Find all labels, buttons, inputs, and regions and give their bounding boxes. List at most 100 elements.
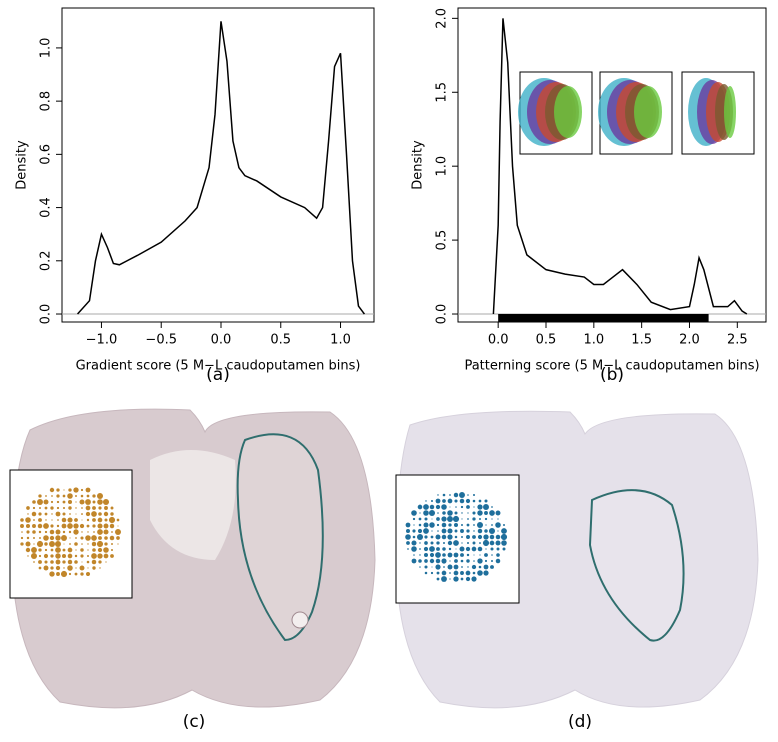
- inset-dot: [461, 518, 463, 520]
- inset-dot: [56, 488, 60, 492]
- x-tick-label: 0.5: [536, 333, 557, 348]
- x-tick-label: 0.5: [270, 333, 291, 348]
- inset-dot: [79, 523, 85, 529]
- inset-dot: [441, 558, 447, 564]
- inset-dot: [116, 518, 120, 522]
- inset-dot: [27, 513, 29, 515]
- inset-dot: [85, 571, 91, 577]
- inset-dot: [477, 534, 483, 540]
- inset-dot: [466, 535, 470, 539]
- inset-dot: [473, 554, 475, 556]
- inset-dot: [435, 534, 441, 540]
- inset-dot: [454, 535, 458, 539]
- inset-dot: [477, 510, 483, 516]
- inset-dot: [441, 522, 447, 528]
- inset-dot: [50, 548, 54, 552]
- inset-dot: [477, 558, 483, 564]
- x-tick-label: 0.0: [488, 333, 509, 348]
- inset-dot: [61, 535, 67, 541]
- inset-dot: [447, 552, 453, 558]
- inset-dot: [50, 560, 54, 564]
- inset-dot: [465, 576, 471, 582]
- inset-dot: [75, 501, 77, 503]
- inset-dot: [105, 561, 107, 563]
- inset-dot: [55, 529, 61, 535]
- inset-dot: [417, 504, 423, 510]
- inset-dot: [62, 560, 66, 564]
- inset-dot: [449, 494, 451, 496]
- inset-dot: [67, 559, 73, 565]
- inset-dot: [73, 523, 79, 529]
- inset-dot: [31, 547, 37, 553]
- inset-dot: [454, 499, 458, 503]
- inset-dot: [447, 534, 453, 540]
- x-tick-label: 0.0: [211, 333, 232, 348]
- inset-dot: [49, 541, 55, 547]
- inset-dot: [449, 578, 451, 580]
- inset-dot: [68, 488, 72, 492]
- inset-dot: [436, 577, 440, 581]
- inset-dot: [68, 506, 72, 510]
- inset-dot: [50, 500, 54, 504]
- inset-dot: [429, 504, 435, 510]
- inset-dot: [472, 571, 476, 575]
- inset-dot: [453, 576, 459, 582]
- y-tick-label: 0.5: [435, 230, 450, 251]
- inset-dot: [435, 564, 441, 570]
- inset-dot: [20, 536, 24, 540]
- inset-dot: [102, 498, 110, 506]
- inset-dot: [447, 516, 453, 522]
- inset-dot: [429, 558, 435, 564]
- inset-dot: [430, 499, 434, 503]
- inset-dot: [419, 566, 421, 568]
- inset-dot: [488, 527, 496, 535]
- inset-dot: [51, 495, 53, 497]
- inset-dot: [452, 515, 460, 523]
- inset-dot: [417, 528, 423, 534]
- inset-dot: [67, 565, 73, 571]
- inset-dot: [430, 535, 434, 539]
- inset-dot: [491, 506, 493, 508]
- inset-dot: [424, 535, 428, 539]
- inset-dot: [81, 531, 83, 533]
- panel-label: (d): [568, 712, 592, 732]
- inset-dot: [424, 565, 428, 569]
- inset-dot: [443, 566, 445, 568]
- inset-dot: [86, 494, 90, 498]
- inset-dot: [45, 519, 47, 521]
- inset-dot: [496, 553, 500, 557]
- inset-dot: [62, 494, 66, 498]
- inset-dot: [473, 524, 475, 526]
- inset-dot: [454, 559, 458, 563]
- inset-blob: [724, 86, 736, 138]
- inset-dot: [97, 499, 103, 505]
- inset-dot: [85, 511, 91, 517]
- inset-dot: [477, 528, 483, 534]
- inset-dot: [27, 555, 29, 557]
- inset-dot: [55, 535, 61, 541]
- inset-dot: [67, 523, 73, 529]
- inset-dot: [80, 554, 84, 558]
- inset-dot: [91, 511, 97, 517]
- inset-dot: [111, 543, 113, 545]
- inset-dot: [495, 510, 501, 516]
- inset-dot: [26, 506, 30, 510]
- inset-dot: [442, 499, 446, 503]
- inset-dot: [43, 499, 49, 505]
- inset-dot: [448, 523, 452, 527]
- inset-dot: [466, 529, 470, 533]
- inset-dot: [85, 499, 91, 505]
- inset-dot: [477, 546, 483, 552]
- inset-dot: [447, 510, 453, 516]
- inset-dot: [75, 549, 77, 551]
- inset-dot: [20, 542, 24, 546]
- inset-dot: [32, 500, 36, 504]
- inset-dot: [423, 510, 429, 516]
- inset-dot: [411, 546, 417, 552]
- inset-dot: [60, 570, 68, 578]
- inset-dot: [85, 487, 91, 493]
- inset-dot: [25, 517, 31, 523]
- inset-dot: [405, 534, 411, 540]
- inset-dot: [57, 519, 59, 521]
- inset-dot: [50, 506, 54, 510]
